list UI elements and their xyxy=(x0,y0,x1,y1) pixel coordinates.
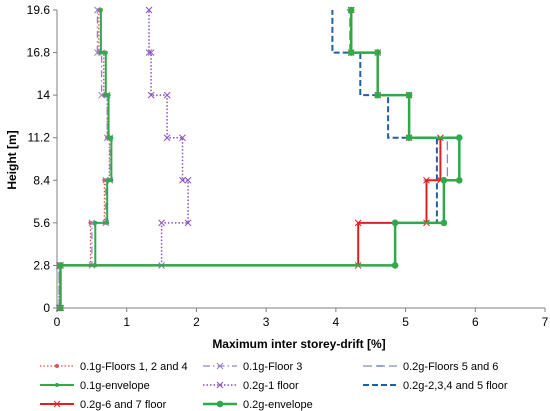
series-line xyxy=(59,10,113,308)
legend-item-1: 0.1g-Floor 3 xyxy=(203,361,302,373)
data-point xyxy=(374,49,381,56)
data-point xyxy=(391,219,399,227)
legend-item-3: 0.1g-envelope xyxy=(40,380,150,392)
data-point xyxy=(423,176,430,184)
data-point xyxy=(455,176,463,184)
x-tick-label: 7 xyxy=(542,315,549,329)
x-tick-label: 6 xyxy=(472,315,479,329)
legend-marker xyxy=(55,364,59,368)
series-line xyxy=(58,10,110,308)
data-point xyxy=(98,8,103,12)
x-tick-label: 3 xyxy=(263,315,270,329)
data-point xyxy=(98,91,105,99)
data-point xyxy=(347,49,355,56)
data-point xyxy=(405,134,413,142)
data-point xyxy=(391,262,399,269)
data-point xyxy=(109,178,114,183)
data-point xyxy=(103,50,108,55)
data-point xyxy=(184,219,192,227)
legend: 0.1g-Floors 1, 2 and 4 0.1g-Floor 3 0.2g-F… xyxy=(40,361,508,411)
data-point xyxy=(57,262,64,269)
data-point xyxy=(455,134,463,142)
legend-label: 0.2g-1 floor xyxy=(243,380,299,392)
series-7 xyxy=(57,6,463,312)
legend-item-5: 0.2g-2,3,4 and 5 floor xyxy=(363,380,508,392)
legend-item-0: 0.1g-Floors 1, 2 and 4 xyxy=(40,361,188,373)
legend-item-7: 0.2g-envelope xyxy=(203,399,313,411)
data-point xyxy=(374,91,381,99)
y-tick-label: 8.4 xyxy=(33,173,50,187)
data-point xyxy=(94,49,101,56)
data-point xyxy=(103,93,108,98)
y-tick-label: 19.6 xyxy=(27,3,51,17)
legend-label: 0.1g-envelope xyxy=(80,380,150,392)
y-tick-label: 14 xyxy=(37,88,51,102)
legend-label: 0.1g-Floor 3 xyxy=(243,361,302,373)
y-axis-title: Height [m] xyxy=(5,130,19,189)
data-point xyxy=(163,91,171,99)
legend-marker xyxy=(216,400,224,408)
x-tick-label: 5 xyxy=(402,315,409,329)
data-point xyxy=(105,220,110,225)
data-point xyxy=(145,49,153,56)
data-point xyxy=(163,134,171,142)
legend-marker xyxy=(53,400,61,408)
legend-marker xyxy=(55,383,59,387)
legend-label: 0.1g-Floors 1, 2 and 4 xyxy=(80,361,188,373)
data-point xyxy=(109,135,114,140)
legend-label: 0.2g-Floors 5 and 6 xyxy=(403,361,498,373)
plot-background xyxy=(57,10,545,308)
data-point xyxy=(158,219,165,227)
data-point xyxy=(405,91,413,99)
data-point xyxy=(147,91,155,99)
data-point xyxy=(179,134,186,142)
series-line xyxy=(59,10,189,308)
data-point xyxy=(145,6,153,14)
data-point xyxy=(440,219,448,227)
data-point xyxy=(440,176,448,184)
data-point xyxy=(105,178,110,183)
y-tick-label: 5.6 xyxy=(33,216,50,230)
x-tick-label: 2 xyxy=(193,315,200,329)
legend-item-6: 0.2g-6 and 7 floor xyxy=(40,399,167,411)
legend-item-2: 0.2g-Floors 5 and 6 xyxy=(363,361,498,373)
data-point xyxy=(179,176,186,184)
data-point xyxy=(88,219,96,227)
y-tick-label: 2.8 xyxy=(33,258,50,272)
series-line xyxy=(59,10,461,308)
y-tick-label: 11.2 xyxy=(28,131,51,145)
x-tick-label: 1 xyxy=(123,315,130,329)
data-point xyxy=(184,176,192,184)
data-point xyxy=(98,50,103,55)
data-point xyxy=(94,6,101,14)
series-group xyxy=(55,6,463,312)
x-tick-label: 4 xyxy=(333,315,340,329)
data-point xyxy=(106,93,111,98)
legend-label: 0.2g-6 and 7 floor xyxy=(80,399,167,411)
legend-marker xyxy=(216,362,224,370)
data-point xyxy=(354,219,362,227)
legend-label: 0.2g-2,3,4 and 5 floor xyxy=(403,380,508,392)
legend-label: 0.2g-envelope xyxy=(243,399,313,411)
x-axis-title: Maximum inter storey-drift [%] xyxy=(212,337,385,351)
data-point xyxy=(147,49,155,56)
data-point xyxy=(93,220,98,225)
legend-item-4: 0.2g-1 floor xyxy=(203,380,299,392)
plot-area xyxy=(57,10,545,308)
series-line xyxy=(58,10,111,308)
x-tick-label: 0 xyxy=(54,315,61,329)
y-tick-label: 0 xyxy=(43,301,50,315)
y-tick-label: 16.8 xyxy=(27,46,51,60)
legend-marker xyxy=(216,381,224,389)
data-point xyxy=(347,6,355,14)
axes-group: 0 2.8 5.6 8.4 11.2 14 16.8 19.6 0 1 2 3 4 5 6 7 xyxy=(27,3,549,329)
data-point xyxy=(106,135,111,140)
